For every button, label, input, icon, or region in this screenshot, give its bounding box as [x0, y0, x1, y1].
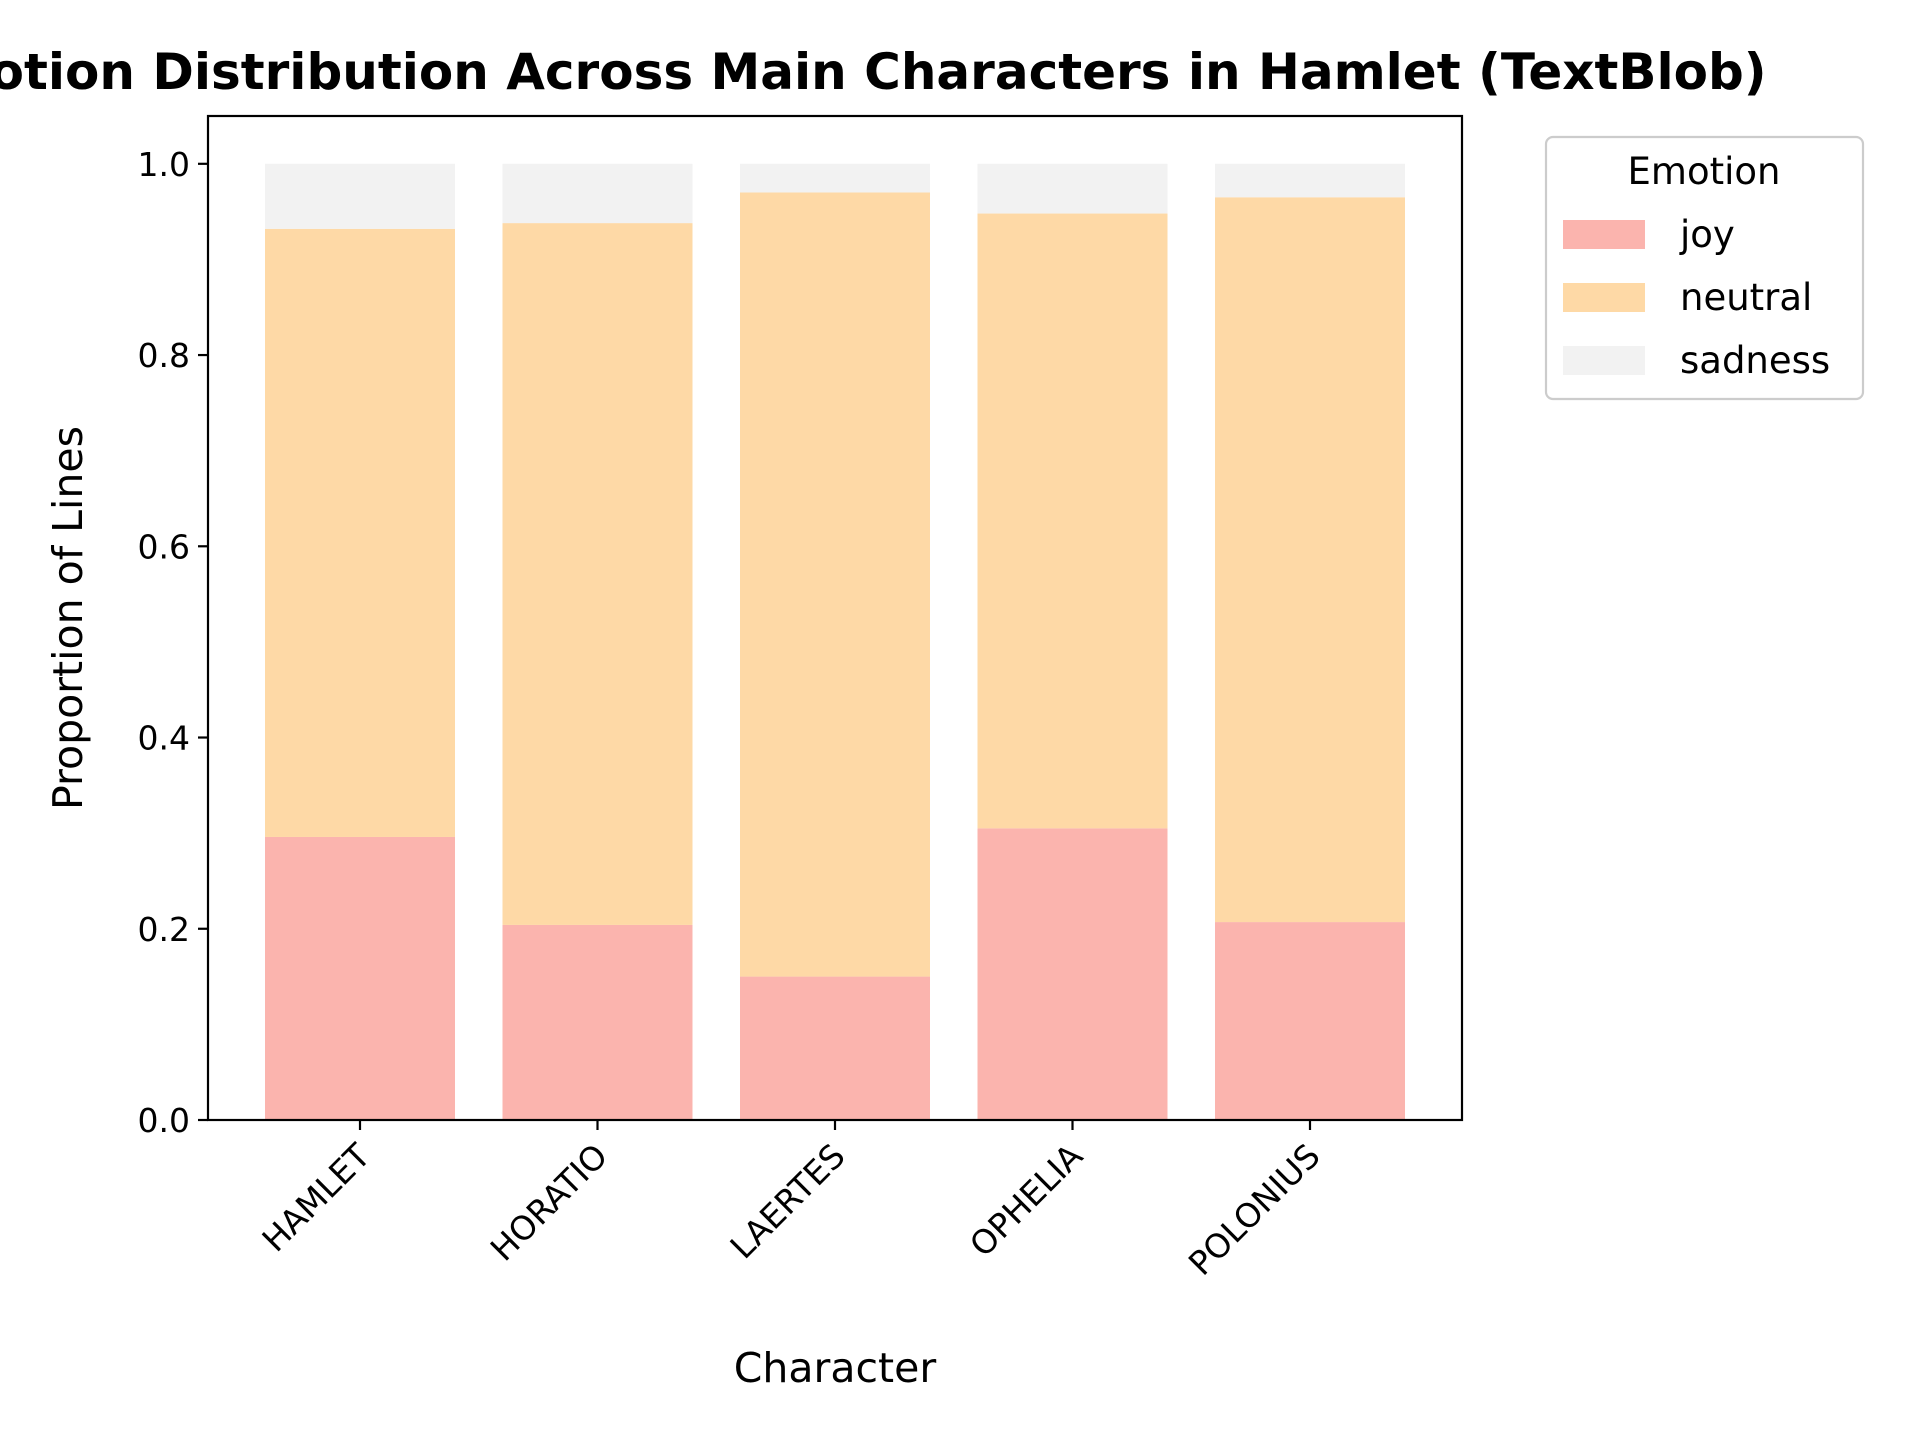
bars-group [265, 163, 1405, 1120]
x-tick-label-polonius: POLONIUS [1181, 1136, 1328, 1283]
x-tick-label-horatio: HORATIO [483, 1136, 615, 1268]
bar-sadness-ophelia [977, 163, 1168, 214]
legend-frame [1544, 135, 1865, 401]
bar-joy-polonius [1215, 922, 1405, 1120]
bar-joy-hamlet [265, 836, 455, 1120]
bar-sadness-hamlet [265, 163, 455, 229]
y-tick-label: 0.8 [138, 336, 190, 375]
x-axis-label: Character [734, 1344, 937, 1392]
bar-neutral-laertes [740, 192, 930, 977]
legend-swatch-neutral [1563, 283, 1645, 312]
bar-joy-horatio [502, 924, 693, 1120]
legend-label-joy: joy [1679, 213, 1735, 256]
x-axis: HAMLET HORATIO LAERTES OPHELIA POLONIUS [254, 1120, 1328, 1283]
legend-title: Emotion [1628, 150, 1781, 193]
bar-joy-ophelia [977, 828, 1168, 1120]
y-tick-label: 0.0 [138, 1101, 190, 1140]
y-tick-label: 0.2 [138, 910, 190, 949]
legend-entries: joy neutral sadness [1563, 213, 1830, 382]
x-tick-label-laertes: LAERTES [723, 1136, 853, 1266]
legend-label-sadness: sadness [1680, 339, 1830, 382]
y-tick-label: 0.4 [138, 719, 190, 758]
bar-neutral-ophelia [977, 213, 1168, 829]
legend: Emotion joy neutral sadness [1544, 135, 1865, 401]
chart-title: Emotion Distribution Across Main Charact… [0, 43, 1767, 101]
legend-label-neutral: neutral [1680, 276, 1812, 319]
bar-sadness-polonius [1215, 163, 1405, 198]
bar-neutral-horatio [502, 223, 693, 925]
y-tick-label: 1.0 [138, 145, 190, 184]
y-tick-label: 0.6 [138, 527, 190, 566]
x-tick-label-hamlet: HAMLET [254, 1135, 378, 1259]
bar-sadness-horatio [502, 163, 693, 224]
legend-swatch-joy [1563, 220, 1645, 249]
bar-joy-laertes [740, 976, 930, 1120]
y-axis-label: Proportion of Lines [44, 426, 92, 810]
bar-neutral-polonius [1215, 197, 1405, 923]
bar-neutral-hamlet [265, 228, 455, 837]
legend-swatch-sadness [1563, 346, 1645, 375]
x-tick-label-ophelia: OPHELIA [962, 1136, 1090, 1264]
y-axis: 0.0 0.2 0.4 0.6 0.8 1.0 [138, 145, 208, 1140]
bar-sadness-laertes [740, 163, 930, 193]
